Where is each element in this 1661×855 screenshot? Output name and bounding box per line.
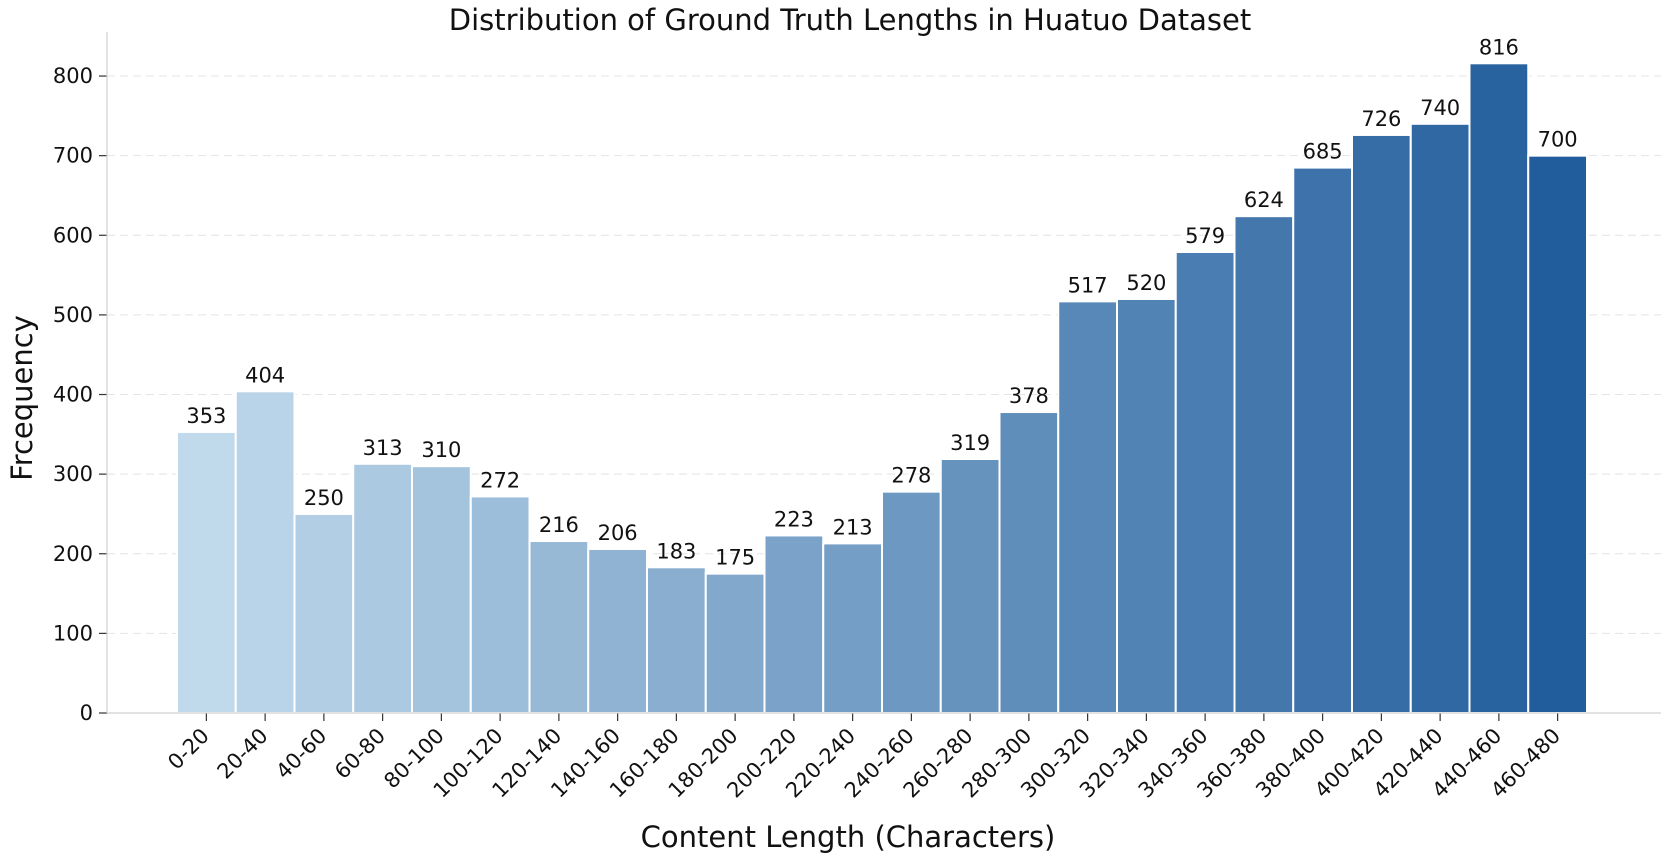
data-label: 272 [480, 468, 520, 492]
data-label: 319 [950, 431, 990, 455]
data-label: 517 [1068, 273, 1108, 297]
y-tick-label: 300 [53, 462, 93, 486]
data-label: 520 [1126, 271, 1166, 295]
chart-title: Distribution of Ground Truth Lengths in … [449, 3, 1251, 37]
x-tick-label: 20-40 [213, 724, 273, 784]
bar-100-120 [469, 495, 531, 714]
bars [176, 62, 1588, 715]
bar-0-20 [176, 430, 237, 714]
bar-320-340 [1116, 297, 1177, 714]
data-label: 726 [1361, 107, 1401, 131]
data-label: 740 [1420, 96, 1460, 120]
data-label: 313 [363, 436, 403, 460]
bar-280-300 [998, 411, 1060, 714]
y-tick-label: 100 [53, 621, 93, 645]
bar-400-420 [1351, 133, 1412, 714]
y-tick-label: 200 [53, 542, 93, 566]
bar-380-400 [1292, 166, 1353, 714]
bar-240-260 [881, 490, 942, 714]
bar-40-60 [293, 512, 355, 715]
bar-120-140 [528, 540, 590, 715]
data-label: 250 [304, 486, 344, 510]
bar-160-180 [646, 566, 707, 715]
bar-180-200 [704, 572, 766, 714]
data-label: 206 [598, 521, 638, 545]
data-label: 175 [715, 546, 755, 570]
data-label: 310 [421, 438, 461, 462]
bar-140-160 [587, 547, 648, 714]
data-label: 213 [833, 515, 873, 539]
y-tick-label: 700 [53, 144, 93, 168]
data-label: 700 [1538, 128, 1578, 152]
x-tick-label: 0-20 [163, 724, 214, 775]
data-label: 216 [539, 513, 579, 537]
bar-80-100 [411, 465, 472, 715]
y-tick-label: 400 [53, 383, 93, 407]
x-axis-label: Content Length (Characters) [641, 820, 1056, 854]
y-tick-label: 600 [53, 223, 93, 247]
x-axis: 0-2020-4040-6060-8080-100100-120120-1401… [163, 713, 1565, 803]
bar-260-280 [939, 458, 1001, 714]
data-label: 579 [1185, 224, 1225, 248]
data-label: 816 [1479, 35, 1519, 59]
data-label: 353 [186, 404, 226, 428]
bar-440-460 [1468, 62, 1530, 715]
bar-300-320 [1057, 300, 1118, 714]
data-labels: 353 404 250 313 310 272 216 206 183 175 223 213 278 3… [186, 35, 1577, 569]
x-tick-label: 40-60 [271, 724, 331, 784]
y-axis-label: Frcequency [5, 315, 39, 481]
y-tick-label: 500 [53, 303, 93, 327]
data-label: 183 [656, 539, 696, 563]
y-tick-label: 800 [53, 64, 93, 88]
data-label: 223 [774, 507, 814, 531]
y-tick-label: 0 [80, 701, 93, 725]
bar-420-440 [1409, 122, 1471, 714]
bar-20-40 [234, 390, 296, 714]
data-label: 378 [1009, 384, 1049, 408]
data-label: 685 [1303, 140, 1343, 164]
bar-220-240 [822, 542, 883, 715]
data-label: 278 [891, 464, 931, 488]
bar-60-80 [352, 462, 413, 714]
bar-460-480 [1527, 154, 1588, 715]
bar-360-380 [1233, 215, 1295, 714]
y-axis: 0 100 200 300 400 500 600 700 800 [53, 64, 107, 725]
data-label: 404 [245, 363, 285, 387]
data-label: 624 [1244, 188, 1284, 212]
bar-340-360 [1174, 251, 1236, 714]
bar-200-220 [763, 534, 825, 714]
